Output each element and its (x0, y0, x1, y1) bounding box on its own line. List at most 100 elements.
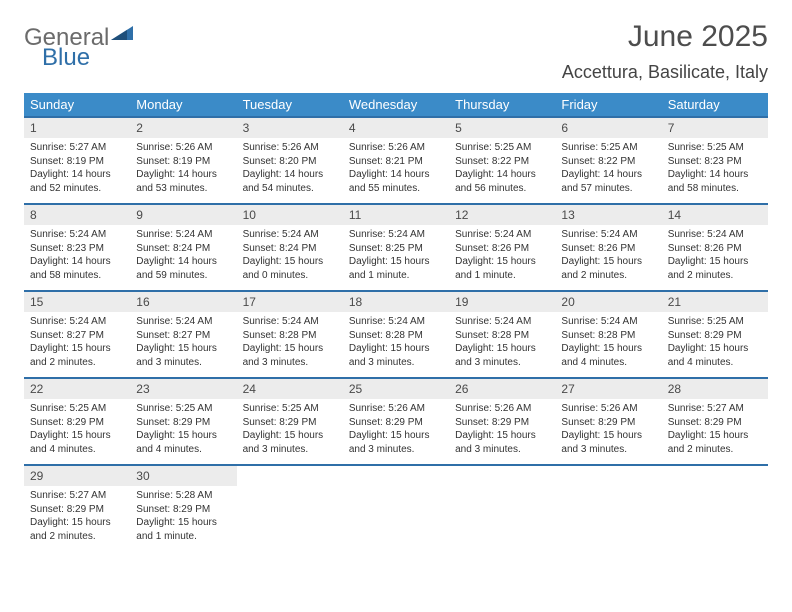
sunset-line: Sunset: 8:28 PM (561, 330, 635, 341)
day-detail: Sunrise: 5:24 AMSunset: 8:27 PMDaylight:… (130, 312, 236, 377)
sunrise-line: Sunrise: 5:28 AM (136, 490, 212, 501)
sunrise-line: Sunrise: 5:26 AM (349, 403, 425, 414)
sunset-line: Sunset: 8:26 PM (668, 243, 742, 254)
daylight-line: Daylight: 14 hours and 54 minutes. (243, 169, 324, 194)
calendar-cell (449, 465, 555, 551)
calendar-cell: 30Sunrise: 5:28 AMSunset: 8:29 PMDayligh… (130, 465, 236, 551)
day-detail: Sunrise: 5:25 AM Sunset: 8:22 PM Daylight:… (449, 138, 555, 203)
daylight-line: Daylight: 14 hours and 58 minutes. (30, 256, 111, 281)
calendar-cell: 19Sunrise: 5:24 AMSunset: 8:28 PMDayligh… (449, 291, 555, 378)
sunrise-line: Sunrise: 5:25 AM (455, 142, 531, 153)
calendar-cell: 4Sunrise: 5:26 AMSunset: 8:21 PMDaylight… (343, 117, 449, 204)
day-number: 27 (555, 379, 661, 399)
sunset-line: Sunset: 8:27 PM (136, 330, 210, 341)
sunrise-line: Sunrise: 5:24 AM (455, 229, 531, 240)
sunrise-line: Sunrise: 5:27 AM (30, 490, 106, 501)
day-number: 4 (343, 118, 449, 138)
sunrise-line: Sunrise: 5:26 AM (455, 403, 531, 414)
daylight-line: Daylight: 15 hours and 3 minutes. (243, 343, 324, 368)
sunset-line: Sunset: 8:29 PM (136, 504, 210, 515)
logo-part2: Blue (42, 46, 90, 70)
calendar-cell: 22Sunrise: 5:25 AMSunset: 8:29 PMDayligh… (24, 378, 130, 465)
calendar-cell: 8Sunrise: 5:24 AMSunset: 8:23 PMDaylight… (24, 204, 130, 291)
daylight-line: Daylight: 14 hours and 56 minutes. (455, 169, 536, 194)
sunrise-line: Sunrise: 5:24 AM (136, 229, 212, 240)
daylight-line: Daylight: 15 hours and 4 minutes. (668, 343, 749, 368)
sunrise-line: Sunrise: 5:27 AM (668, 403, 744, 414)
sunset-line: Sunset: 8:23 PM (668, 156, 742, 167)
day-detail: Sunrise: 5:24 AMSunset: 8:25 PMDaylight:… (343, 225, 449, 290)
day-detail: Sunrise: 5:27 AMSunset: 8:29 PMDaylight:… (662, 399, 768, 464)
day-number: 10 (237, 205, 343, 225)
daylight-line: Daylight: 15 hours and 3 minutes. (561, 430, 642, 455)
day-detail: Sunrise: 5:24 AMSunset: 8:28 PMDaylight:… (343, 312, 449, 377)
day-detail: Sunrise: 5:28 AM Sunset: 8:29 PM Daylight:… (130, 486, 236, 551)
daylight-line: Daylight: 15 hours and 3 minutes. (136, 343, 217, 368)
day-detail: Sunrise: 5:24 AMSunset: 8:28 PMDaylight:… (449, 312, 555, 377)
sunrise-line: Sunrise: 5:25 AM (136, 403, 212, 414)
daylight-line: Daylight: 15 hours and 2 minutes. (668, 256, 749, 281)
daylight-line: Daylight: 14 hours and 53 minutes. (136, 169, 217, 194)
daylight-line: Daylight: 14 hours and 57 minutes. (561, 169, 642, 194)
logo: General Blue (24, 26, 133, 70)
sunset-line: Sunset: 8:29 PM (455, 417, 529, 428)
daylight-line: Daylight: 14 hours and 59 minutes. (136, 256, 217, 281)
sunset-line: Sunset: 8:25 PM (349, 243, 423, 254)
day-number: 29 (24, 466, 130, 486)
sunrise-line: Sunrise: 5:25 AM (668, 316, 744, 327)
calendar-cell: 18Sunrise: 5:24 AMSunset: 8:28 PMDayligh… (343, 291, 449, 378)
day-number: 24 (237, 379, 343, 399)
day-detail: Sunrise: 5:24 AMSunset: 8:26 PMDaylight:… (449, 225, 555, 290)
sunset-line: Sunset: 8:22 PM (561, 156, 635, 167)
daylight-line: Daylight: 15 hours and 1 minute. (136, 517, 217, 542)
month-title: June 2025 (562, 20, 768, 54)
daylight-line: Daylight: 15 hours and 3 minutes. (455, 343, 536, 368)
day-detail: Sunrise: 5:25 AMSunset: 8:29 PMDaylight:… (24, 399, 130, 464)
sunrise-line: Sunrise: 5:25 AM (561, 142, 637, 153)
sunset-line: Sunset: 8:26 PM (455, 243, 529, 254)
day-number: 22 (24, 379, 130, 399)
calendar-cell: 29Sunrise: 5:27 AMSunset: 8:29 PMDayligh… (24, 465, 130, 551)
calendar-cell: 14Sunrise: 5:24 AMSunset: 8:26 PMDayligh… (662, 204, 768, 291)
day-detail: Sunrise: 5:26 AMSunset: 8:21 PMDaylight:… (343, 138, 449, 203)
sunrise-line: Sunrise: 5:24 AM (561, 229, 637, 240)
sunset-line: Sunset: 8:19 PM (136, 156, 210, 167)
sunset-line: Sunset: 8:21 PM (349, 156, 423, 167)
sunset-line: Sunset: 8:28 PM (349, 330, 423, 341)
calendar-cell: 15Sunrise: 5:24 AMSunset: 8:27 PMDayligh… (24, 291, 130, 378)
day-header: Saturday (662, 93, 768, 117)
calendar-table: Sunday Monday Tuesday Wednesday Thursday… (24, 93, 768, 551)
day-number: 28 (662, 379, 768, 399)
sunrise-line: Sunrise: 5:24 AM (561, 316, 637, 327)
day-detail: Sunrise: 5:25 AMSunset: 8:23 PMDaylight:… (662, 138, 768, 203)
sunrise-line: Sunrise: 5:26 AM (561, 403, 637, 414)
daylight-line: Daylight: 15 hours and 2 minutes. (668, 430, 749, 455)
calendar-page: General Blue June 2025 Accettura, Basili… (0, 0, 792, 571)
day-detail: Sunrise: 5:27 AMSunset: 8:29 PMDaylight:… (24, 486, 130, 551)
day-number: 9 (130, 205, 236, 225)
day-detail: Sunrise: 5:24 AM Sunset: 8:24 PM Daylight:… (237, 225, 343, 290)
day-number: 5 (449, 118, 555, 138)
sunrise-line: Sunrise: 5:24 AM (30, 229, 106, 240)
sunset-line: Sunset: 8:24 PM (243, 243, 317, 254)
calendar-cell: 21Sunrise: 5:25 AMSunset: 8:29 PMDayligh… (662, 291, 768, 378)
day-detail: Sunrise: 5:24 AMSunset: 8:28 PMDaylight:… (555, 312, 661, 377)
calendar-cell: 3Sunrise: 5:26 AMSunset: 8:20 PMDaylight… (237, 117, 343, 204)
daylight-line: Daylight: 15 hours and 0 minutes. (243, 256, 324, 281)
day-detail: Sunrise: 5:26 AMSunset: 8:29 PMDaylight:… (555, 399, 661, 464)
calendar-cell (343, 465, 449, 551)
day-detail: Sunrise: 5:24 AMSunset: 8:26 PMDaylight:… (662, 225, 768, 290)
header-row: General Blue June 2025 Accettura, Basili… (24, 20, 768, 89)
sunset-line: Sunset: 8:29 PM (668, 330, 742, 341)
day-number: 14 (662, 205, 768, 225)
sunrise-line: Sunrise: 5:24 AM (243, 229, 319, 240)
sunset-line: Sunset: 8:29 PM (30, 417, 104, 428)
day-number: 25 (343, 379, 449, 399)
sunset-line: Sunset: 8:22 PM (455, 156, 529, 167)
day-number: 7 (662, 118, 768, 138)
sunset-line: Sunset: 8:24 PM (136, 243, 210, 254)
sunrise-line: Sunrise: 5:25 AM (243, 403, 319, 414)
calendar-cell: 16Sunrise: 5:24 AMSunset: 8:27 PMDayligh… (130, 291, 236, 378)
day-detail: Sunrise: 5:25 AMSunset: 8:29 PMDaylight:… (237, 399, 343, 464)
daylight-line: Daylight: 15 hours and 2 minutes. (561, 256, 642, 281)
